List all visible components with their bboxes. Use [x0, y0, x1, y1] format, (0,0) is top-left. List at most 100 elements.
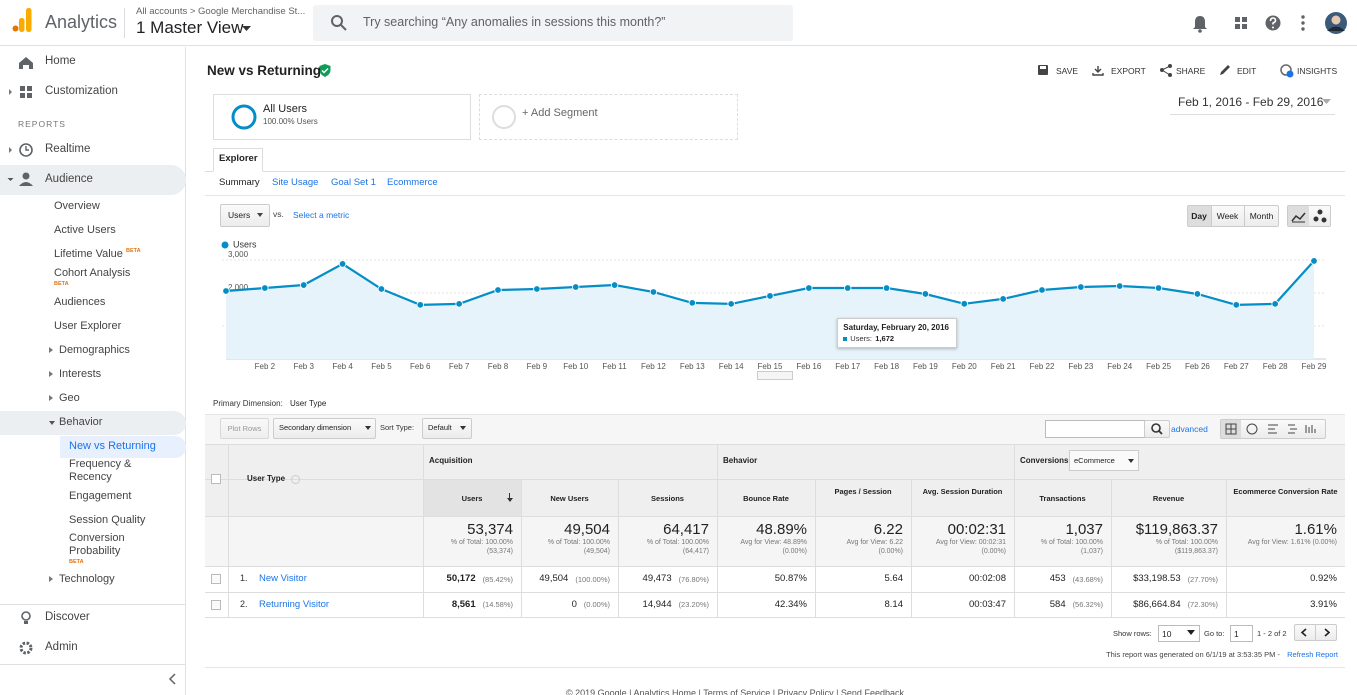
explorer-tab[interactable]: Explorer [219, 153, 258, 165]
select-metric[interactable]: Select a metric [293, 209, 350, 220]
report-action[interactable]: EDIT [1237, 65, 1257, 76]
period-button[interactable]: Week [1216, 210, 1239, 221]
page-value[interactable]: 1 [1234, 628, 1239, 639]
col-line [1226, 479, 1227, 617]
sort-type-label: Sort Type: [380, 423, 415, 433]
period-sep [1244, 206, 1245, 226]
metric-select[interactable]: Users [228, 209, 251, 220]
segment-card[interactable] [213, 94, 471, 140]
rows-select[interactable] [1158, 625, 1200, 642]
column-header[interactable]: Bounce Rate [743, 494, 789, 503]
collapse-icon[interactable] [165, 670, 181, 688]
nav-item[interactable]: Interests [59, 368, 102, 381]
period-button[interactable]: Day [1191, 210, 1207, 221]
row-line [205, 566, 1345, 567]
subtab[interactable]: Ecommerce [387, 177, 438, 189]
nav-item[interactable]: Geo [59, 392, 80, 405]
row-index: 1. [240, 573, 248, 584]
report-action[interactable]: INSIGHTS [1297, 65, 1338, 76]
refresh-link[interactable]: Refresh Report [1287, 650, 1338, 660]
column-header[interactable]: Revenue [1152, 494, 1185, 503]
advanced-link[interactable]: advanced [1171, 423, 1208, 434]
date-range[interactable]: Feb 1, 2016 - Feb 29, 2016 [1178, 94, 1324, 109]
sort-dropdown[interactable] [422, 418, 472, 439]
nav-item[interactable]: New vs Returning [69, 440, 156, 453]
table-search[interactable] [1045, 420, 1145, 438]
caret [460, 426, 466, 433]
nav-item[interactable]: Admin [45, 640, 78, 653]
nav-item[interactable]: Demographics [59, 344, 130, 357]
nav-item[interactable]: User Explorer [54, 320, 122, 333]
column-header[interactable]: Users [461, 494, 483, 503]
report-action[interactable]: SHARE [1176, 65, 1206, 76]
nav-item[interactable]: Active Users [54, 224, 116, 237]
metric-dropdown[interactable] [220, 204, 270, 227]
table-search-button[interactable] [1144, 420, 1170, 438]
column-header[interactable]: Transactions [1039, 494, 1086, 503]
checkbox[interactable] [211, 599, 221, 610]
nav-item[interactable]: Cohort Analysis [54, 267, 131, 280]
nav-item[interactable]: Session Quality [69, 514, 146, 527]
secondary-dimension-dropdown[interactable] [273, 418, 376, 439]
nav-item[interactable]: Discover [45, 610, 90, 623]
tooltip-value: 1,672 [875, 334, 895, 344]
view-name[interactable]: 1 Master View [136, 18, 244, 38]
report-action[interactable]: EXPORT [1111, 65, 1146, 76]
row-name[interactable]: New Visitor [259, 573, 307, 585]
add-segment-card[interactable] [479, 94, 738, 140]
checkbox[interactable] [211, 574, 221, 584]
subtab[interactable]: Summary [219, 177, 260, 189]
area [226, 260, 1314, 359]
column-header[interactable]: Avg. Session Duration [922, 487, 1003, 496]
nav-item[interactable]: Conversion Probability [69, 532, 125, 558]
column-header[interactable]: Sessions [651, 494, 684, 503]
point [338, 260, 347, 268]
cell-value: 453 [1049, 573, 1066, 585]
x-tick-label: Feb 29 [1302, 362, 1327, 371]
secondary-dimension[interactable]: Secondary dimension [279, 423, 352, 433]
subtab[interactable]: Site Usage [272, 177, 319, 189]
row-line [205, 516, 1345, 517]
dimension-header: User Type [247, 474, 286, 484]
column-header[interactable]: New Users [550, 494, 589, 503]
nav-item[interactable]: Overview [54, 200, 100, 213]
nav-item[interactable]: Technology [59, 573, 115, 586]
group-select-label[interactable]: eCommerce [1074, 456, 1115, 466]
point [494, 286, 502, 294]
page-input[interactable] [1230, 625, 1253, 642]
nav-item[interactable]: REPORTS [18, 118, 66, 129]
group-select[interactable] [1069, 450, 1139, 471]
explorer-tab[interactable] [213, 148, 263, 172]
row-name[interactable]: Returning Visitor [259, 598, 330, 610]
nav-item[interactable]: Audiences [54, 296, 106, 309]
nav-item[interactable]: Engagement [69, 490, 132, 503]
total-value: 1.61% [1294, 520, 1337, 538]
add-segment[interactable]: + Add Segment [522, 107, 598, 120]
report-action[interactable]: SAVE [1056, 65, 1079, 76]
subtab[interactable]: Goal Set 1 [331, 177, 376, 189]
sort-select[interactable]: Default [428, 423, 452, 433]
nav-item[interactable]: Lifetime Value [54, 248, 123, 261]
rows-value[interactable]: 10 [1162, 628, 1172, 639]
nav-item[interactable]: Audience [45, 172, 93, 185]
cell-value: 0 [571, 598, 577, 610]
nav-item[interactable]: Customization [45, 84, 118, 97]
x-tick-label: Feb 4 [332, 362, 353, 371]
chart-handle[interactable] [757, 371, 793, 380]
nav-item[interactable]: Home [45, 54, 76, 67]
x-tick-label: Feb 22 [1030, 362, 1055, 371]
search-box[interactable] [313, 5, 793, 41]
table-view-icons [1221, 420, 1316, 438]
period-button[interactable]: Month [1249, 210, 1274, 221]
plot-rows[interactable]: Plot Rows [227, 424, 262, 434]
nav-item[interactable]: Behavior [59, 416, 103, 429]
point [688, 299, 696, 307]
x-tick-label: Feb 20 [952, 362, 977, 371]
nav-item[interactable]: Realtime [45, 142, 91, 155]
column-header[interactable]: Pages / Session [834, 487, 892, 496]
cell-value: 50,172 [446, 573, 476, 585]
column-header[interactable]: Ecommerce Conversion Rate [1233, 487, 1338, 496]
plot-rows-button[interactable] [220, 418, 269, 439]
nav-item[interactable]: Frequency & Recency [69, 458, 132, 484]
